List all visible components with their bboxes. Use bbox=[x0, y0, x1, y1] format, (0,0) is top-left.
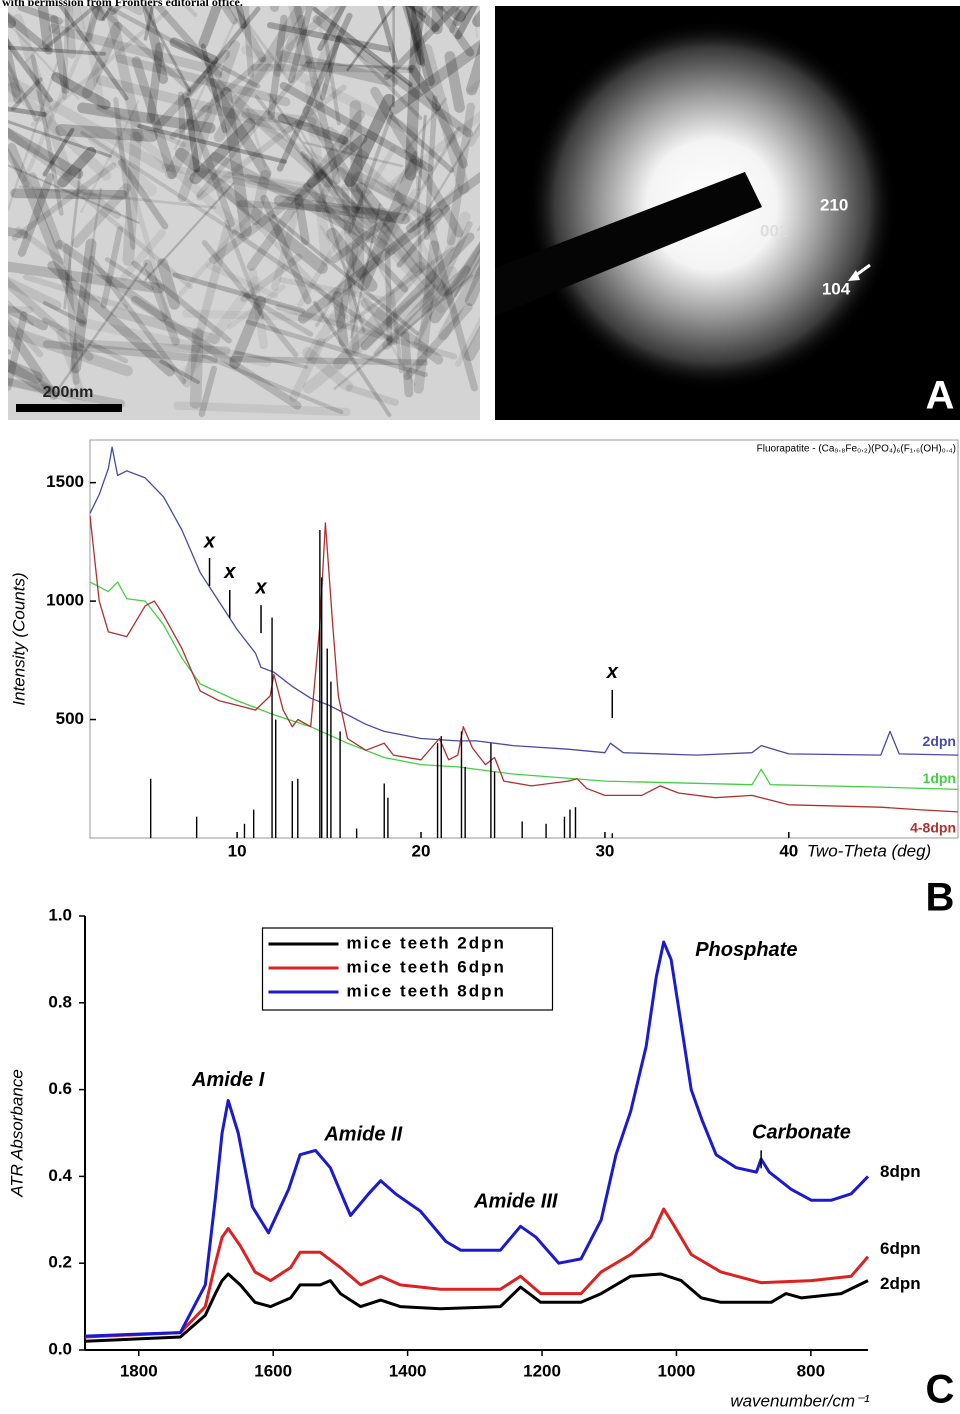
series-line bbox=[90, 516, 958, 812]
legend-label: mice teeth 6dpn bbox=[347, 957, 506, 976]
plot-frame bbox=[90, 440, 958, 838]
x-tick-label: 1400 bbox=[389, 1361, 427, 1380]
x-tick-label: 10 bbox=[228, 841, 247, 860]
texture bbox=[337, 296, 343, 342]
figure: with permission from Frontiers editorial… bbox=[0, 0, 960, 1414]
reflection-label: 002 bbox=[760, 221, 788, 240]
x-tick-label: 40 bbox=[779, 841, 798, 860]
series-line bbox=[90, 582, 958, 789]
series-end-label: 2dpn bbox=[880, 1274, 921, 1293]
panel-label: A bbox=[926, 374, 955, 418]
scale-bar bbox=[16, 404, 122, 412]
x-axis-title: Two-Theta (deg) bbox=[807, 841, 931, 860]
y-tick-label: 1.0 bbox=[48, 905, 72, 924]
annotation: x bbox=[606, 661, 619, 683]
panel-label: C bbox=[926, 1368, 955, 1412]
annotation: Amide II bbox=[323, 1123, 402, 1145]
y-tick-label: 1000 bbox=[46, 591, 84, 610]
annotation: Carbonate bbox=[752, 1121, 851, 1143]
scale-bar-label: 200nm bbox=[43, 384, 94, 401]
texture bbox=[405, 335, 409, 393]
annotation: x bbox=[254, 576, 267, 598]
y-tick-label: 0.6 bbox=[48, 1079, 72, 1098]
series-end-label: 6dpn bbox=[880, 1239, 921, 1258]
annotation: x bbox=[223, 561, 236, 583]
reflection-label: 104 bbox=[822, 279, 851, 298]
y-axis-title: Intensity (Counts) bbox=[9, 572, 28, 705]
series-label: 2dpn bbox=[923, 733, 956, 749]
legend-label: mice teeth 2dpn bbox=[347, 933, 506, 952]
annotation: x bbox=[203, 530, 216, 552]
series-label: 1dpn bbox=[923, 770, 956, 786]
y-tick-label: 0.4 bbox=[48, 1166, 72, 1185]
reflection-label: 210 bbox=[820, 195, 848, 214]
legend-label: mice teeth 8dpn bbox=[347, 981, 506, 1000]
y-axis-title: ATR Absorbance bbox=[7, 1069, 26, 1198]
x-tick-label: 20 bbox=[412, 841, 431, 860]
x-tick-label: 800 bbox=[797, 1361, 825, 1380]
y-tick-label: 0.0 bbox=[48, 1339, 72, 1358]
annotation: Amide III bbox=[473, 1191, 558, 1213]
series-line bbox=[90, 447, 958, 755]
texture bbox=[0, 337, 9, 352]
annotation: Phosphate bbox=[695, 939, 797, 961]
panel-label: B bbox=[926, 876, 955, 920]
series-end-label: 8dpn bbox=[880, 1162, 921, 1181]
x-tick-label: 1200 bbox=[523, 1361, 561, 1380]
x-tick-label: 30 bbox=[595, 841, 614, 860]
reference-label: Fluorapatite - (Ca₉.₈Fe₀.₂)(PO₄)₆(F₁.₆(O… bbox=[757, 444, 956, 455]
y-tick-label: 0.2 bbox=[48, 1253, 72, 1272]
y-tick-label: 500 bbox=[56, 709, 84, 728]
texture bbox=[388, 251, 390, 343]
x-tick-label: 1800 bbox=[120, 1361, 158, 1380]
x-tick-label: 1600 bbox=[254, 1361, 292, 1380]
x-tick-label: 1000 bbox=[658, 1361, 696, 1380]
tem-image bbox=[0, 0, 563, 420]
y-tick-label: 0.8 bbox=[48, 992, 72, 1011]
x-axis-title: wavenumber/cm⁻¹ bbox=[730, 1391, 870, 1410]
diffraction-image: 210 002 104 A bbox=[495, 6, 960, 420]
series-label: 4-8dpn bbox=[910, 820, 956, 836]
annotation: Amide I bbox=[191, 1069, 265, 1091]
y-tick-label: 1500 bbox=[46, 472, 84, 491]
